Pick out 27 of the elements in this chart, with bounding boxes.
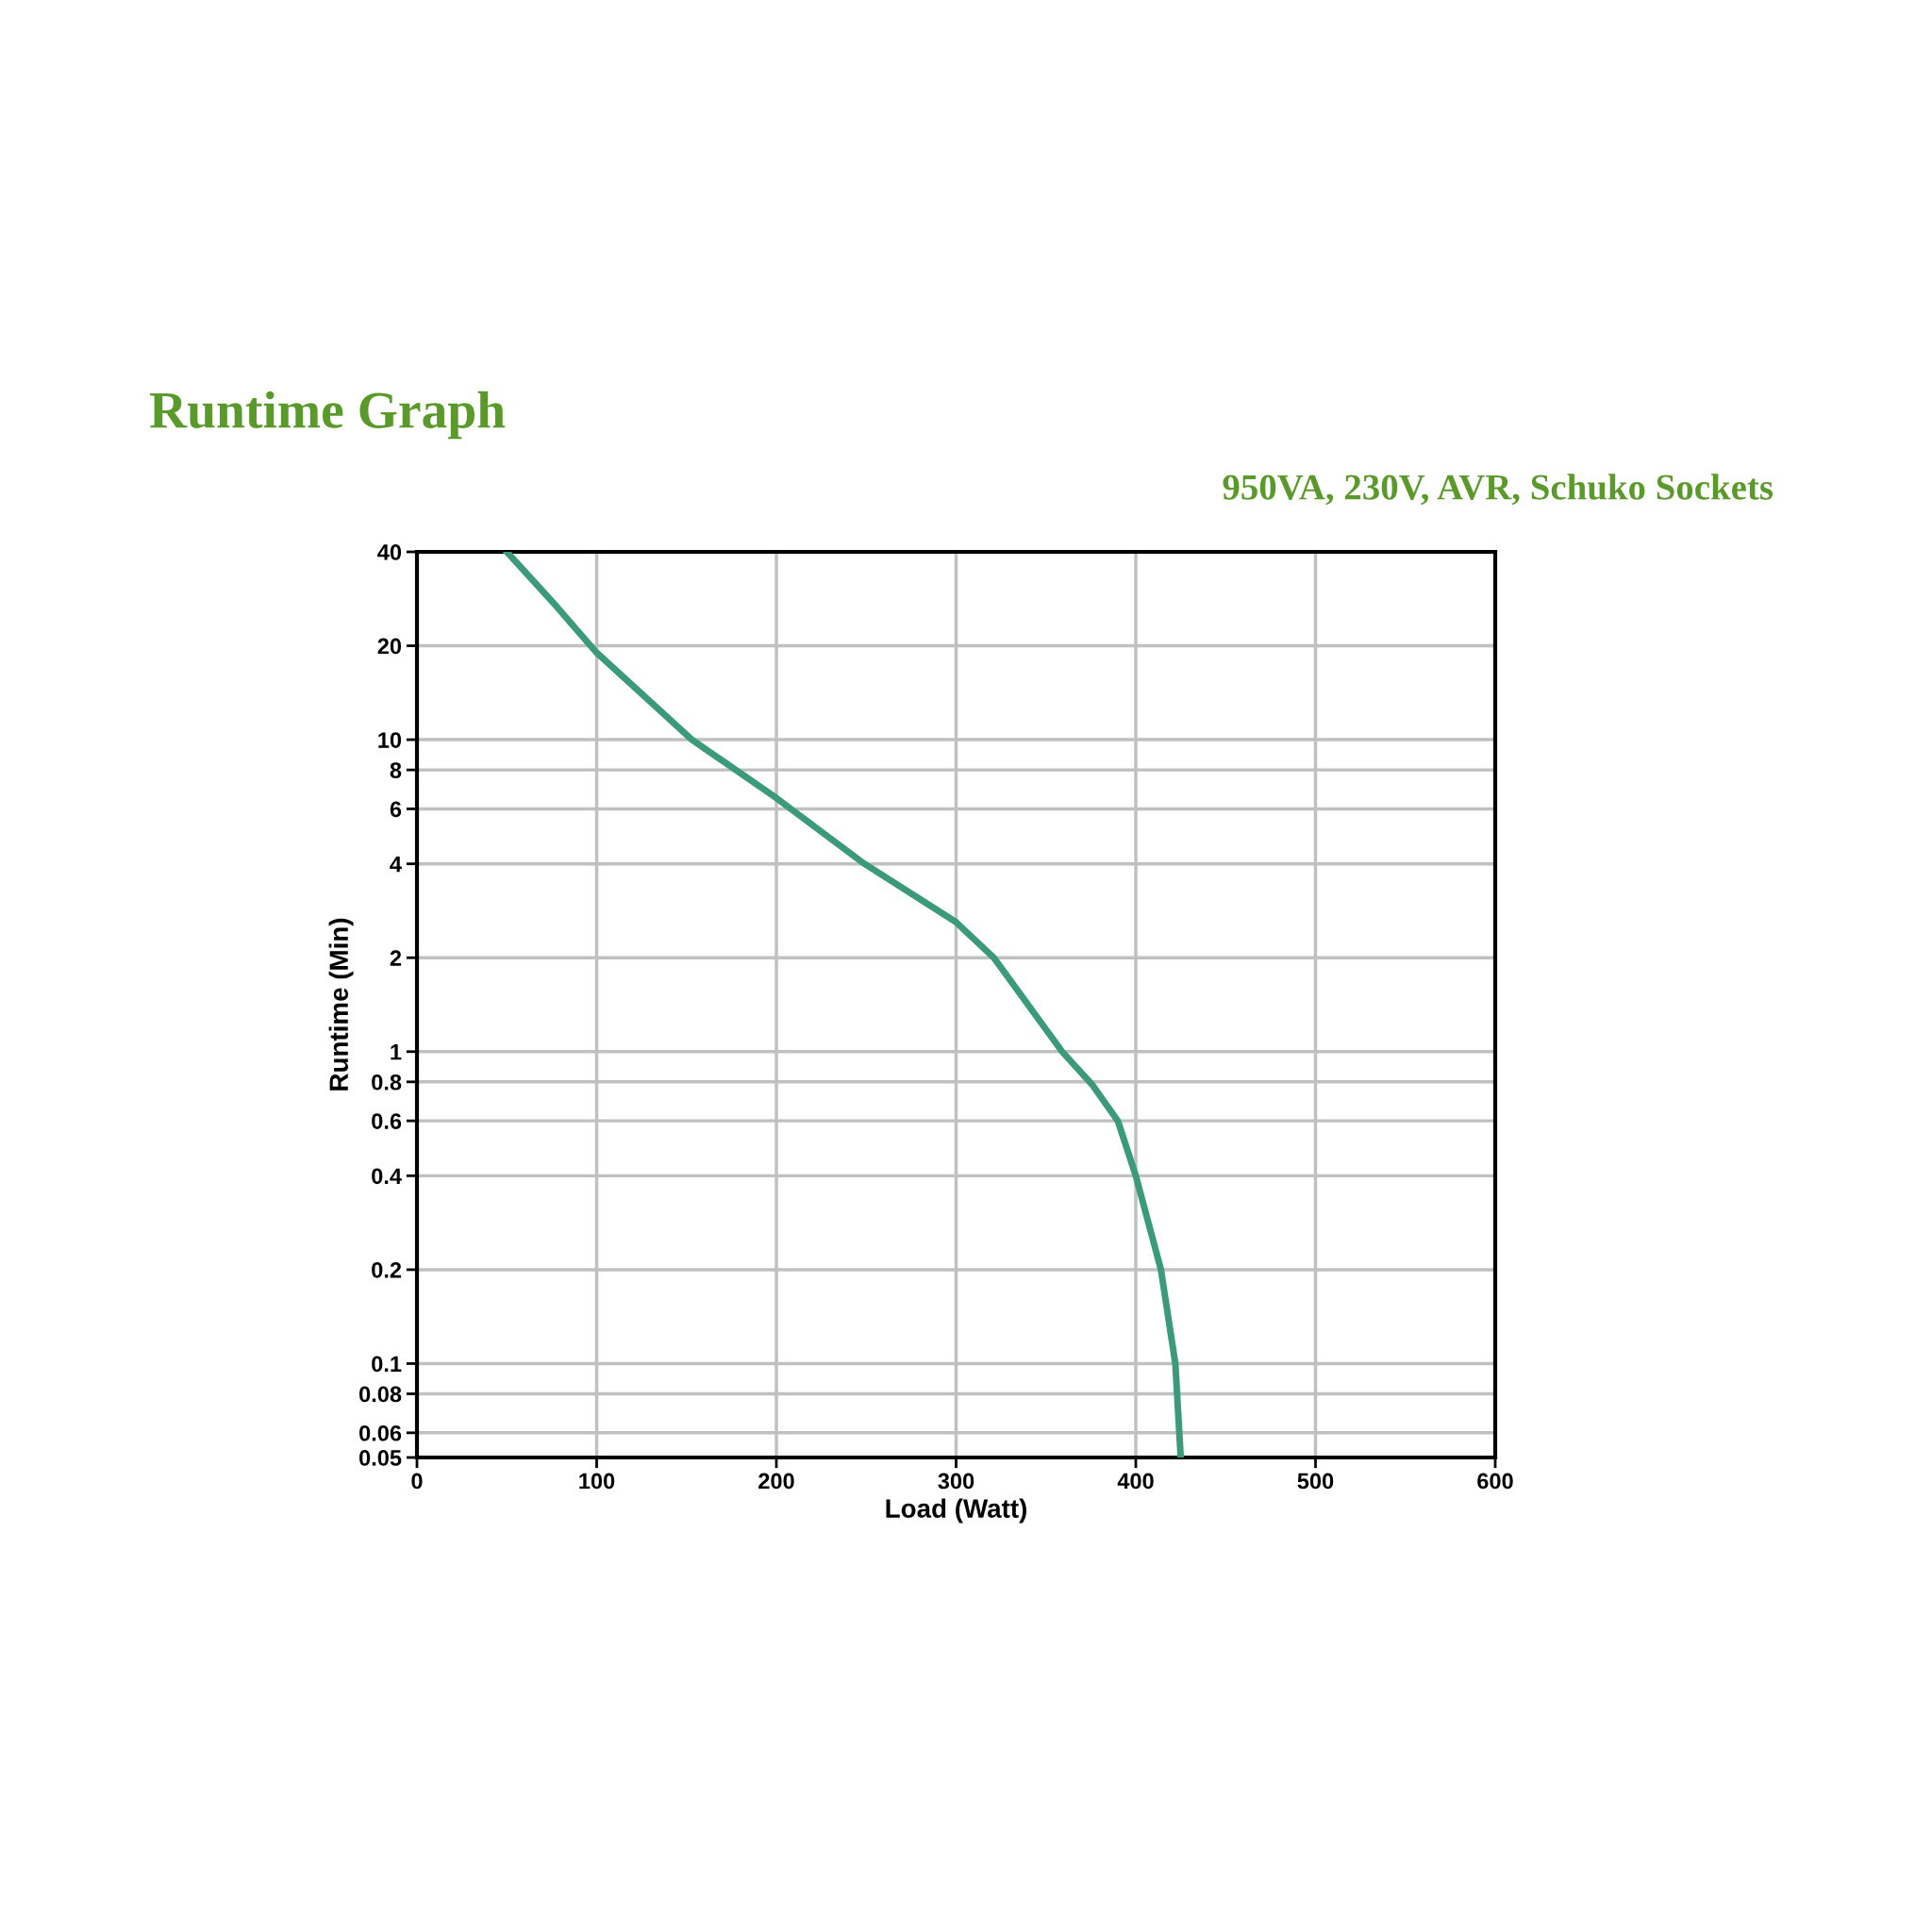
x-axis-title: Load (Watt) xyxy=(886,1498,1026,1524)
y-tick-label: 0.1 xyxy=(372,1356,402,1373)
chart-title: Runtime Graph xyxy=(149,391,506,440)
y-axis-title: Runtime (Min) xyxy=(328,918,354,1091)
x-tick-label: 400 xyxy=(1117,1473,1154,1490)
y-tick-label: 40 xyxy=(377,544,402,560)
y-tick-label: 20 xyxy=(377,638,402,655)
y-tick-label: 4 xyxy=(390,856,402,873)
y-tick-label: 1 xyxy=(391,1044,402,1060)
y-tick-label: 0.06 xyxy=(359,1424,402,1441)
y-tick-label: 0.08 xyxy=(359,1386,402,1403)
x-tick-label: 0 xyxy=(411,1473,423,1490)
y-tick-label: 2 xyxy=(390,950,402,966)
y-tick-label: 0.4 xyxy=(372,1168,402,1185)
x-tick-label: 200 xyxy=(758,1473,794,1490)
y-tick-label: 0.6 xyxy=(372,1113,402,1129)
chart-subtitle: 950VA, 230V, AVR, Schuko Sockets xyxy=(1223,474,1774,506)
y-tick-label: 0.2 xyxy=(372,1261,402,1278)
y-tick-label: 0.8 xyxy=(372,1074,402,1091)
x-tick-label: 300 xyxy=(938,1473,974,1490)
y-tick-label: 10 xyxy=(378,732,402,748)
x-tick-label: 600 xyxy=(1477,1473,1513,1490)
y-tick-label: 0.05 xyxy=(359,1450,402,1466)
y-tick-label: 6 xyxy=(390,801,402,818)
x-tick-label: 500 xyxy=(1297,1473,1334,1490)
x-tick-label: 100 xyxy=(579,1473,615,1490)
y-tick-label: 8 xyxy=(390,762,402,778)
